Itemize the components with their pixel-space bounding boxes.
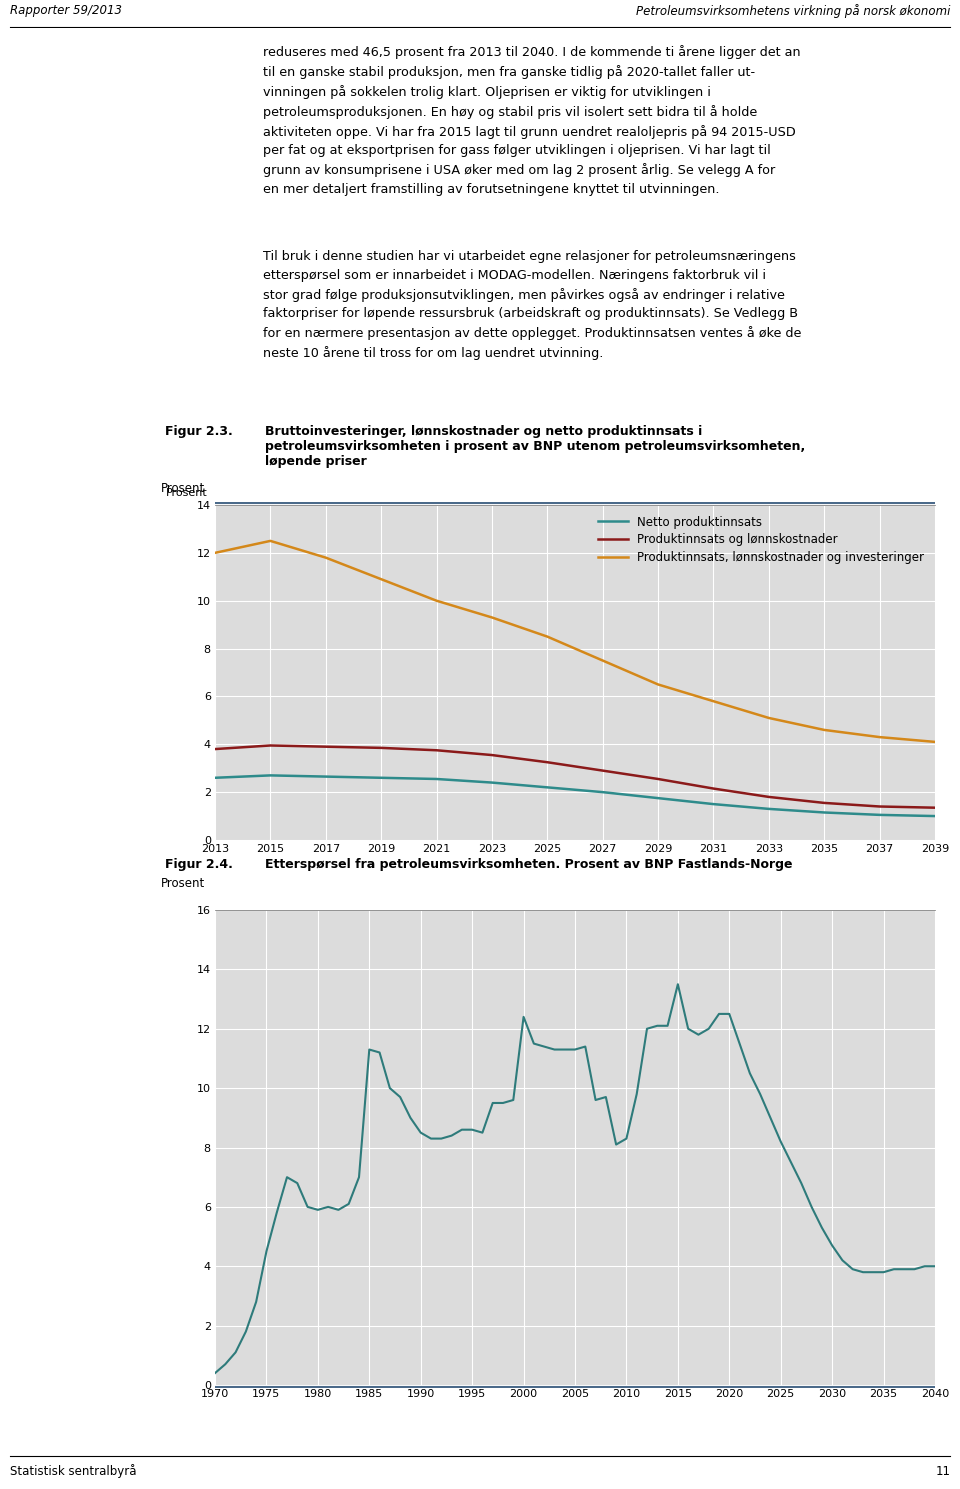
Text: Til bruk i denne studien har vi utarbeidet egne relasjoner for petroleumsnæringe: Til bruk i denne studien har vi utarbeid… (263, 250, 802, 360)
Legend: Netto produktinnsats, Produktinnsats og lønnskostnader, Produktinnsats, lønnskos: Netto produktinnsats, Produktinnsats og … (593, 511, 929, 569)
Text: Prosent: Prosent (161, 877, 205, 890)
Text: Rapporter 59/2013: Rapporter 59/2013 (10, 4, 122, 18)
Text: Statistisk sentralbyrå: Statistisk sentralbyrå (10, 1465, 136, 1479)
Text: Prosent: Prosent (161, 481, 205, 494)
Text: Etterspørsel fra petroleumsvirksomheten. Prosent av BNP Fastlands-Norge: Etterspørsel fra petroleumsvirksomheten.… (265, 858, 793, 871)
Text: reduseres med 46,5 prosent fra 2013 til 2040. I de kommende ti årene ligger det : reduseres med 46,5 prosent fra 2013 til … (263, 45, 801, 197)
Text: Petroleumsvirksomhetens virkning på norsk økonomi: Petroleumsvirksomhetens virkning på nors… (636, 4, 950, 18)
Text: Figur 2.4.: Figur 2.4. (165, 858, 233, 871)
Text: 11: 11 (935, 1465, 950, 1479)
Text: Prosent: Prosent (166, 488, 207, 499)
Text: Figur 2.3.: Figur 2.3. (165, 424, 232, 438)
Text: Bruttoinvesteringer, lønnskostnader og netto produktinnsats i
petroleumsvirksomh: Bruttoinvesteringer, lønnskostnader og n… (265, 424, 805, 468)
